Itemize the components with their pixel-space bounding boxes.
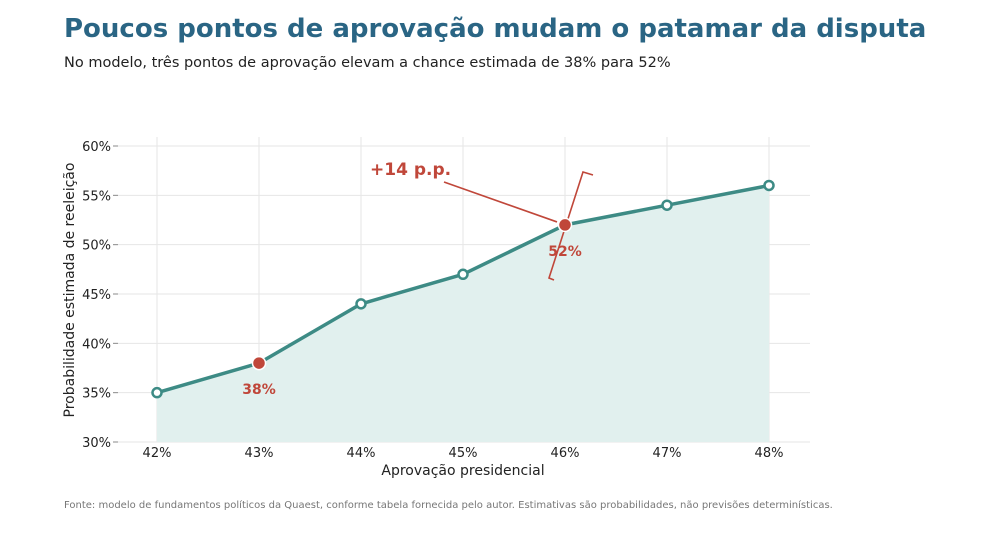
y-tick-label: 35% — [82, 387, 111, 402]
y-tick-label: 45% — [82, 288, 111, 303]
x-tick-label: 47% — [653, 446, 682, 461]
points-layer: 38% 52% — [151, 179, 775, 399]
x-axis-title: Aprovação presidencial — [381, 463, 544, 479]
data-point — [763, 179, 775, 192]
area-fill — [157, 185, 769, 442]
x-tick-label: 46% — [551, 446, 580, 461]
y-tick-label: 30% — [82, 436, 111, 451]
highlight-point — [557, 217, 573, 233]
data-point — [355, 298, 367, 310]
data-point — [151, 386, 163, 399]
y-axis-title: Probabilidade estimada de reeleição — [62, 163, 78, 418]
y-tick-label: 50% — [82, 239, 111, 254]
x-tick-label: 45% — [449, 446, 478, 461]
x-tick-label: 48% — [755, 446, 784, 461]
data-point — [457, 268, 469, 281]
x-tick-label: 43% — [245, 446, 274, 461]
ticks-layer: 30% 35% 40% 45% 50% 55% 60% 42% 43% 44% 45% 46% 47% 4… — [82, 140, 783, 461]
annotation-layer: +14 p.p. — [370, 160, 594, 281]
annotation-leader-line — [443, 181, 558, 223]
source-note: Fonte: modelo de fundamentos políticos d… — [64, 500, 833, 511]
y-tick-label: 55% — [82, 189, 111, 204]
chart-title: Poucos pontos de aprovação mudam o patam… — [64, 14, 927, 44]
annotation-text: +14 p.p. — [370, 160, 451, 180]
y-tick-label: 40% — [82, 337, 111, 352]
highlight-point-label: 38% — [242, 382, 276, 398]
x-tick-label: 44% — [347, 446, 376, 461]
x-tick-label: 42% — [143, 446, 172, 461]
data-point — [661, 199, 673, 211]
highlight-point — [251, 355, 267, 371]
y-tick-label: 60% — [82, 140, 111, 155]
chart-subtitle: No modelo, três pontos de aprovação elev… — [64, 55, 671, 71]
highlight-point-label: 52% — [548, 244, 582, 260]
